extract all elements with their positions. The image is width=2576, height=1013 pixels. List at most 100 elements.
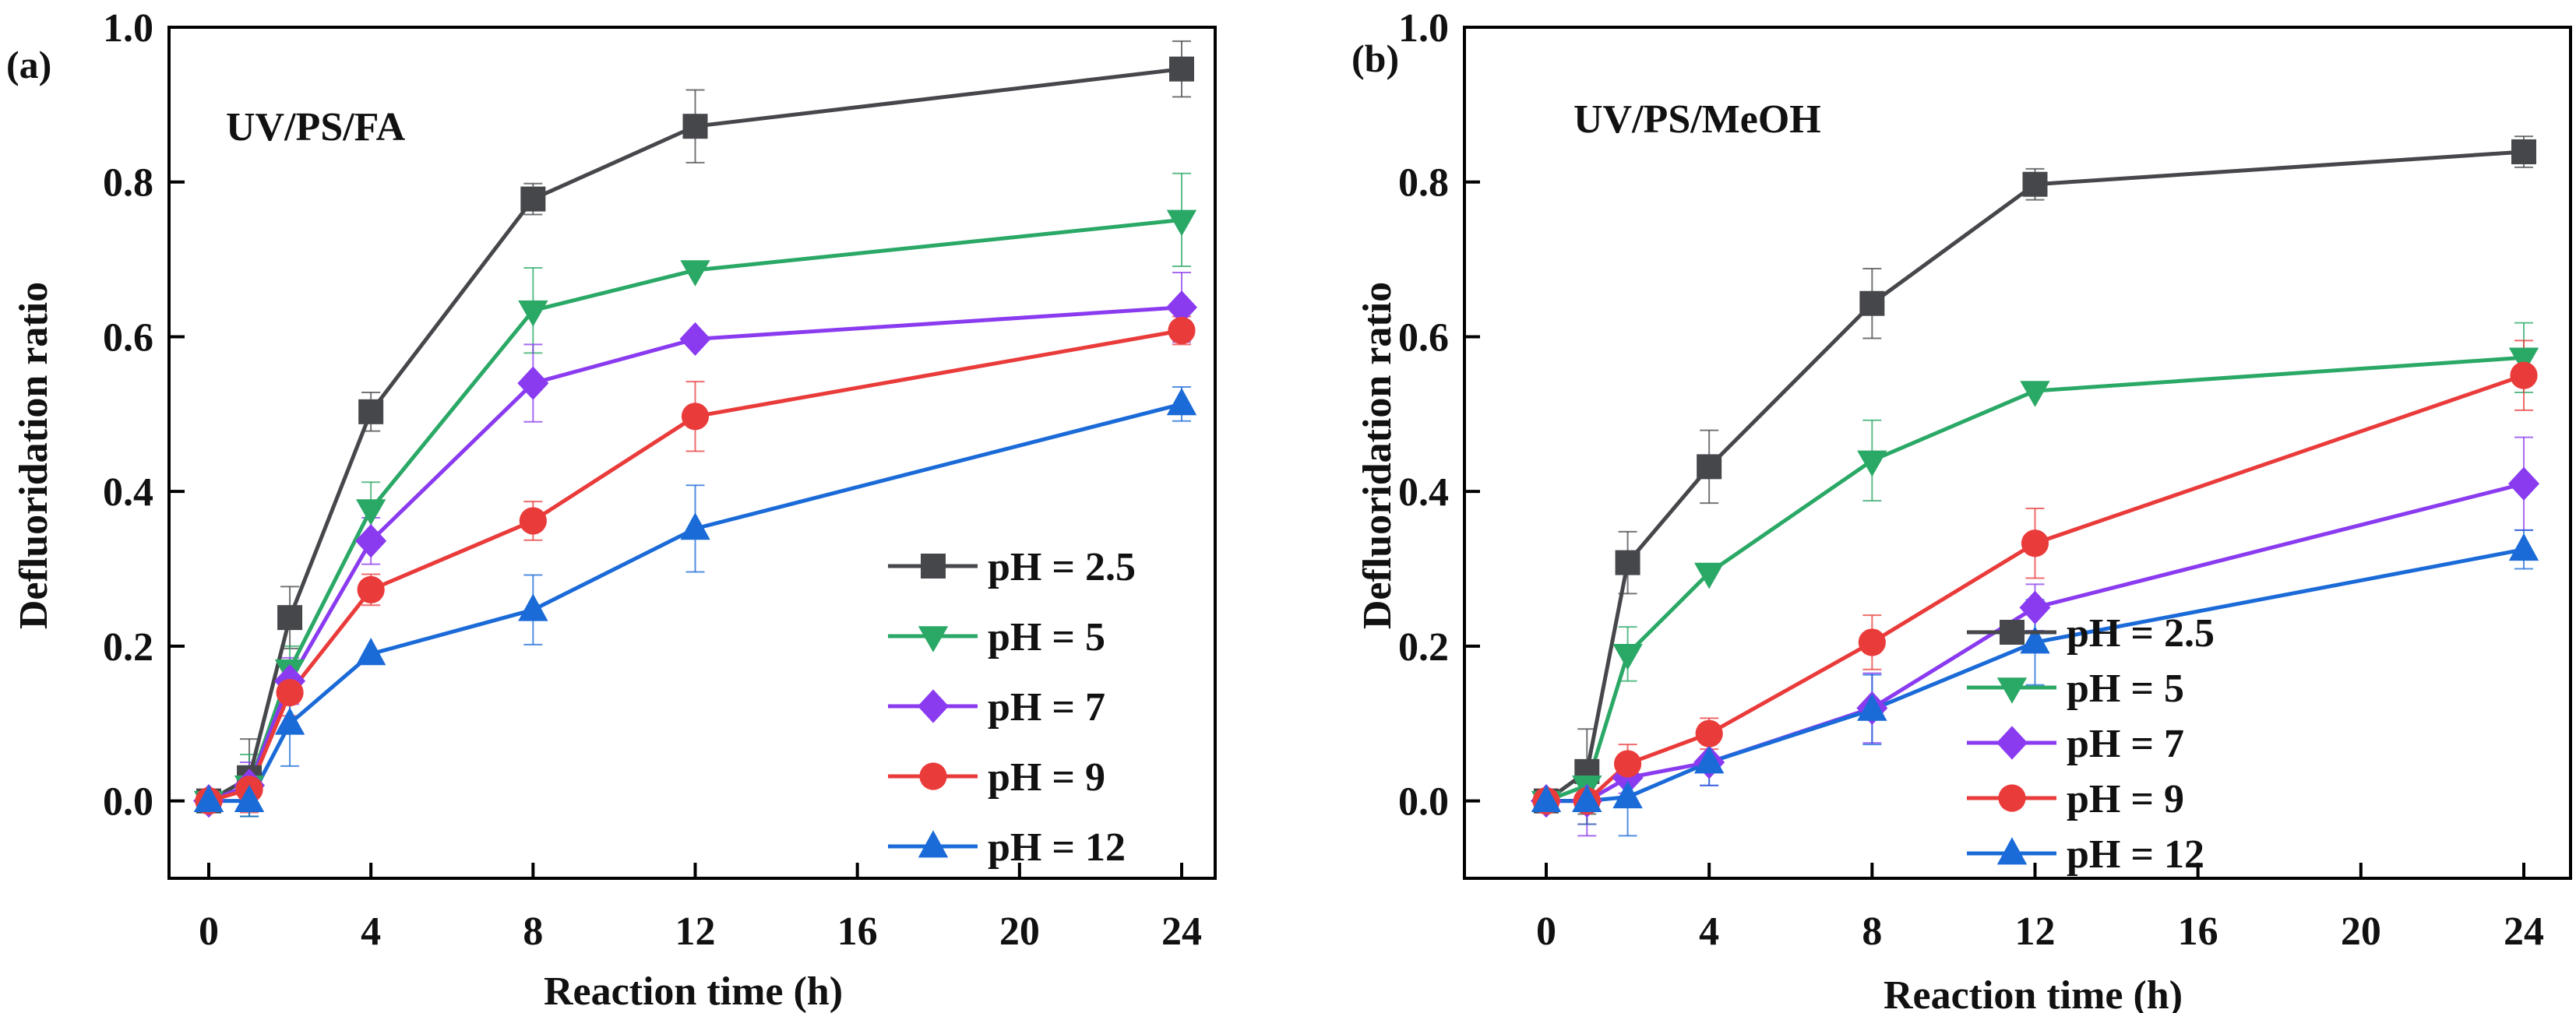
y-tick-label: 1.0 — [1398, 6, 1449, 51]
legend-label: pH = 5 — [2067, 667, 2184, 711]
legend-marker — [2000, 620, 2025, 645]
data-point — [357, 575, 385, 603]
y-tick-label: 0.4 — [103, 470, 153, 515]
data-point — [517, 366, 549, 400]
data-point — [1166, 290, 1197, 325]
data-point — [1612, 644, 1643, 670]
legend-marker — [1996, 837, 2028, 865]
data-point — [355, 638, 386, 666]
x-tick-label: 12 — [675, 909, 716, 954]
legend-marker — [918, 830, 949, 858]
data-point — [1613, 750, 1642, 778]
legend-marker — [1996, 726, 2028, 760]
data-point — [277, 605, 303, 631]
x-tick-label: 0 — [1536, 909, 1556, 954]
legend-label: pH = 2.5 — [988, 545, 1136, 589]
ticks-layer: 0 4 8 12 16 20 24 0.0 0.2 0.4 0.6 0.8 1.0 — [1398, 6, 2544, 954]
x-tick-label: 16 — [2178, 909, 2218, 954]
data-point — [2511, 139, 2536, 164]
data-point — [1166, 209, 1197, 237]
data-point — [1531, 784, 1562, 813]
y-axis-title: Defluoridation ratio — [12, 282, 56, 629]
panel-label: (b) — [1351, 37, 1399, 80]
data-point — [2022, 171, 2048, 197]
x-tick-label: 20 — [999, 909, 1040, 954]
data-point — [2020, 381, 2050, 407]
data-point — [1615, 550, 1640, 575]
x-axis-title: Reaction time (h) — [544, 969, 843, 1013]
plot-frame — [167, 26, 1217, 880]
legend-marker — [921, 554, 946, 579]
legend-label: pH = 12 — [988, 825, 1126, 870]
legend-label: pH = 9 — [2067, 777, 2184, 821]
y-tick-label: 0.8 — [1398, 161, 1449, 206]
x-tick-label: 4 — [361, 909, 381, 954]
x-tick-label: 4 — [1699, 909, 1719, 954]
y-tick-label: 0.6 — [1398, 315, 1449, 360]
x-tick-label: 24 — [1161, 909, 1202, 954]
data-point — [1693, 746, 1725, 774]
data-point — [274, 707, 305, 735]
data-point — [2021, 529, 2049, 558]
markers-layer — [1531, 139, 2539, 818]
legend-label: pH = 7 — [988, 685, 1105, 730]
y-tick-label: 0.2 — [103, 625, 153, 670]
data-point — [2508, 347, 2539, 375]
x-tick-label: 8 — [1862, 909, 1882, 954]
data-point — [519, 507, 547, 535]
panel-label: (a) — [6, 43, 51, 86]
data-point — [1612, 780, 1643, 809]
legend-marker — [919, 762, 947, 790]
series-line — [209, 402, 1182, 804]
x-tick-label: 24 — [2504, 909, 2544, 954]
legend-label: pH = 5 — [988, 615, 1105, 660]
x-tick-label: 0 — [199, 909, 219, 954]
legend-marker — [1998, 784, 2026, 812]
data-point — [680, 512, 710, 540]
legend-marker — [918, 689, 949, 723]
data-point — [680, 260, 710, 287]
data-point — [1858, 628, 1886, 656]
series-lines-layer — [1545, 149, 2525, 804]
y-tick-label: 0.0 — [103, 780, 153, 825]
data-point — [355, 499, 386, 526]
data-point — [1695, 719, 1723, 747]
data-point — [1166, 388, 1197, 416]
panel-annotation: UV/PS/FA — [226, 105, 406, 149]
data-point — [2019, 590, 2051, 624]
data-point — [2508, 466, 2539, 501]
data-point — [2020, 626, 2050, 654]
plot-frame — [1463, 26, 2572, 880]
data-point — [518, 593, 548, 621]
x-axis-title: Reaction time (h) — [1884, 973, 2183, 1013]
x-tick-label: 20 — [2341, 909, 2381, 954]
data-point — [682, 114, 708, 139]
legend-label: pH = 7 — [2067, 722, 2184, 766]
data-point — [193, 784, 224, 813]
legend-label: pH = 9 — [988, 755, 1105, 800]
y-tick-label: 0.4 — [1398, 470, 1449, 515]
data-point — [679, 322, 711, 357]
data-point — [234, 784, 265, 813]
data-point — [1572, 784, 1602, 813]
panel-annotation: UV/PS/MeOH — [1573, 97, 1821, 142]
panel-a: (a) UV/PS/FA Defluoridation ratio Reacti… — [6, 6, 1217, 1013]
legend-marker — [918, 626, 949, 652]
data-point — [1169, 56, 1194, 82]
data-point — [520, 186, 546, 212]
legend-label: pH = 12 — [2067, 832, 2204, 877]
legend: pH = 2.5 pH = 5 pH = 7 pH = 9 pH = 12 — [888, 545, 1136, 870]
data-point — [1168, 316, 1196, 345]
data-point — [1697, 454, 1722, 480]
data-point — [355, 524, 387, 558]
data-point — [1857, 693, 1887, 721]
y-tick-label: 0.6 — [103, 315, 153, 360]
x-tick-label: 12 — [2015, 909, 2056, 954]
y-tick-label: 0.0 — [1398, 780, 1449, 825]
y-tick-label: 1.0 — [103, 6, 153, 51]
y-tick-label: 0.2 — [1398, 625, 1449, 670]
data-point — [681, 403, 710, 431]
panel-b: (b) UV/PS/MeOH Defluoridation ratio Reac… — [1351, 6, 2572, 1013]
data-point — [276, 678, 304, 707]
